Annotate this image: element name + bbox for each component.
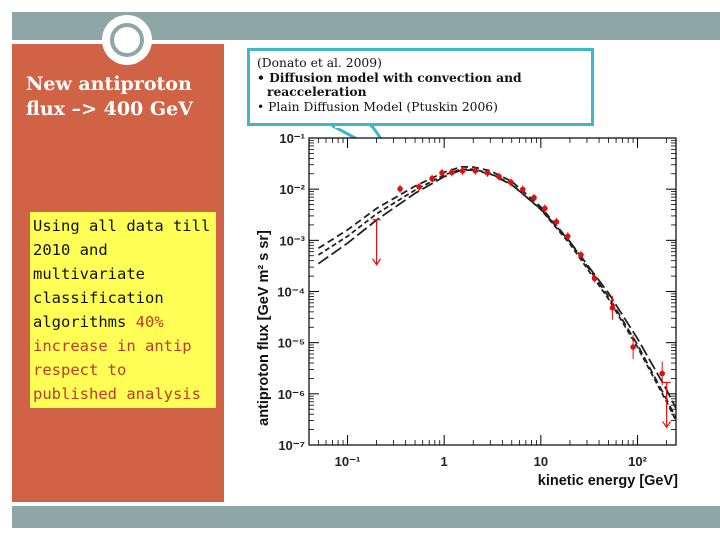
model-curve [317, 165, 676, 419]
plot-frame [308, 137, 677, 446]
data-point [484, 170, 491, 176]
upper-limit-arrow [372, 258, 382, 266]
model-curve [317, 169, 676, 409]
y-tick-label: 10⁻¹ [279, 131, 305, 146]
y-tick-label: 10⁻⁴ [277, 285, 305, 300]
ring-icon [110, 23, 144, 57]
data-point [449, 169, 455, 176]
summary-highlight: 40% increase in antip respect to publish… [33, 313, 201, 403]
note-model-1-cont: reacceleration [267, 84, 367, 99]
upper-limit-arrow [662, 421, 672, 429]
data-point [591, 275, 598, 282]
model-note-box: (Donato et al. 2009) • Diffusion model w… [247, 48, 594, 126]
data-point [630, 344, 636, 350]
data-point [531, 194, 537, 201]
y-tick-label: 10⁻⁷ [278, 438, 305, 453]
data-point [553, 219, 560, 225]
x-tick-label: 10² [628, 454, 647, 469]
x-axis-label: kinetic energy [GeV] [538, 473, 678, 489]
data-point [519, 186, 526, 193]
data-point [429, 175, 435, 182]
data-point [578, 252, 584, 258]
slide-ornament-circle-icon [102, 15, 152, 65]
note-model-1: • Diffusion model with convection and [257, 69, 522, 85]
y-tick-label: 10⁻⁵ [278, 336, 305, 351]
data-point [472, 167, 479, 174]
summary-text: Using all data till 2010 and multivariat… [33, 217, 211, 331]
summary-callout: Using all data till 2010 and multivariat… [30, 212, 216, 408]
y-tick-label: 10⁻³ [279, 233, 305, 248]
x-tick-label: 10 [534, 454, 548, 469]
data-point [439, 170, 445, 176]
y-axis-label: antiproton flux [GeV m² s sr] [256, 230, 272, 426]
data-point [508, 179, 514, 186]
data-point [416, 184, 422, 190]
antiproton-flux-chart: 10⁻¹ 10⁻² 10⁻³ 10⁻⁴ 10⁻⁵ 10⁻⁶ 10⁻⁷ 10⁻¹ 1 10 10² ki… [256, 131, 678, 489]
y-tick-label: 10⁻² [279, 182, 305, 197]
y-tick-label: 10⁻⁶ [278, 387, 305, 402]
data-point [459, 168, 466, 174]
data-point [609, 305, 616, 311]
note-model-2: • Plain Diffusion Model (Ptuskin 2006) [257, 99, 498, 114]
data-point [659, 370, 666, 377]
data-point [542, 205, 548, 212]
note-reference: (Donato et al. 2009) [257, 56, 382, 70]
x-tick-label: 1 [441, 454, 448, 469]
bottom-accent-bar [12, 506, 720, 528]
data-point [496, 173, 502, 180]
slide-title: New antiproton flux –> 400 GeV [26, 73, 193, 120]
data-point [564, 233, 571, 240]
x-tick-label: 10⁻¹ [335, 454, 361, 469]
data-point [397, 186, 403, 192]
